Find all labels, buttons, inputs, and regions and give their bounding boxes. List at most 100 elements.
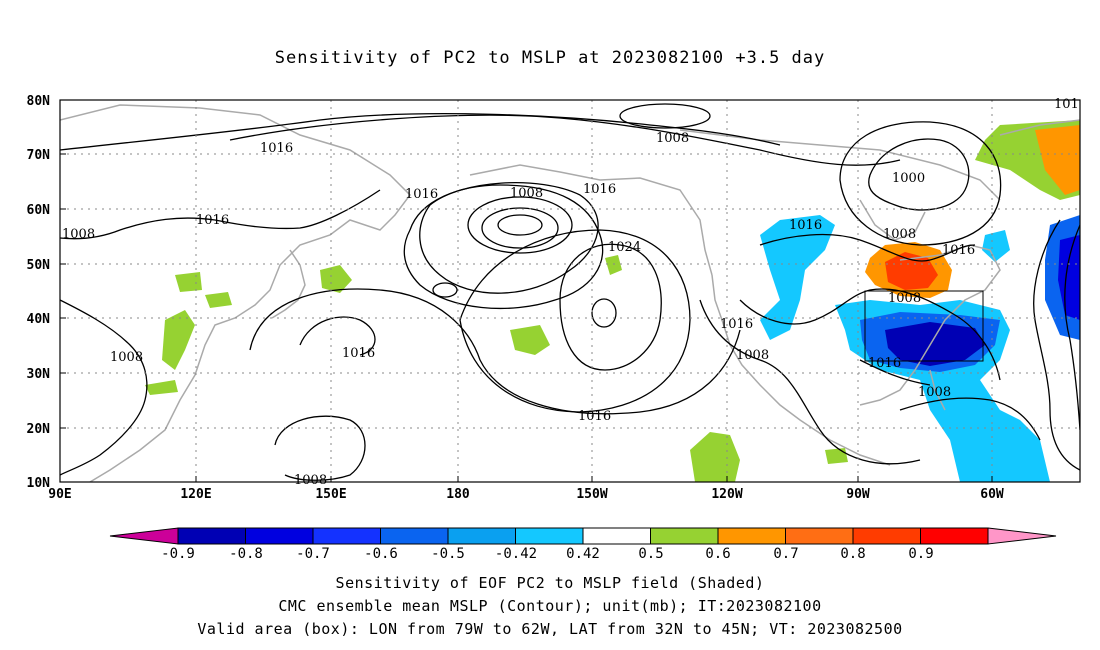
contour-label: 1008 bbox=[294, 473, 327, 488]
coastline-alaska bbox=[469, 164, 713, 276]
contour-label: 1008 bbox=[888, 291, 921, 306]
coastline-hudson-bay bbox=[859, 199, 926, 241]
colorbar-label: -0.7 bbox=[296, 546, 330, 562]
contour-line bbox=[299, 316, 376, 356]
mslp-contours bbox=[60, 103, 1080, 481]
contour-label: 1016 bbox=[789, 218, 822, 233]
coastline-greenland bbox=[999, 119, 1080, 136]
coastline-japan bbox=[271, 249, 306, 319]
colorbar-segment bbox=[920, 527, 989, 545]
contour-label: 1008 bbox=[110, 350, 143, 365]
colorbar-segment bbox=[582, 527, 651, 545]
contour-label: 1008 bbox=[62, 227, 95, 242]
colorbar-label: 0.5 bbox=[638, 546, 663, 562]
contour-label: 1008 bbox=[736, 348, 769, 363]
chart-title: Sensitivity of PC2 to MSLP at 2023082100… bbox=[274, 48, 826, 68]
colorbar-segment bbox=[380, 527, 449, 545]
colorbar-segment bbox=[650, 527, 719, 545]
lat-label: 60N bbox=[27, 203, 51, 218]
colorbar-min-triangle bbox=[109, 527, 179, 545]
colorbar-segment bbox=[785, 527, 854, 545]
colorbar-segment bbox=[177, 527, 246, 545]
colorbar-segment bbox=[245, 527, 314, 545]
contour-label: 1024 bbox=[608, 240, 641, 255]
shade-negative-area bbox=[760, 215, 835, 340]
colorbar-label: 0.9 bbox=[908, 546, 933, 562]
contour-line bbox=[859, 359, 931, 386]
lat-label: 50N bbox=[27, 258, 51, 273]
contour-label: 1008 bbox=[656, 131, 689, 146]
lat-label: 70N bbox=[27, 148, 51, 163]
lat-label: 10N bbox=[27, 476, 51, 491]
lon-label: 60W bbox=[980, 487, 1004, 502]
colorbar-label: 0.6 bbox=[705, 546, 730, 562]
contour-label: 1000 bbox=[892, 171, 925, 186]
contour-label: 1008 bbox=[918, 385, 951, 400]
contour-label: 1008 bbox=[510, 186, 543, 201]
colorbar-segment bbox=[515, 527, 584, 545]
caption-line-1: Sensitivity of EOF PC2 to MSLP field (Sh… bbox=[335, 574, 765, 592]
colorbar-label: 0.7 bbox=[773, 546, 798, 562]
contour-line bbox=[229, 114, 901, 166]
shade-negative-area bbox=[1058, 235, 1080, 320]
contour-line bbox=[249, 288, 741, 415]
contour-line bbox=[467, 196, 573, 254]
shade-positive-area bbox=[145, 380, 178, 395]
longitude-labels: 90E 120E 150E 180 150W 120W 90W 60W bbox=[48, 487, 1004, 502]
axis-ticks bbox=[60, 99, 993, 483]
contour-line bbox=[274, 415, 366, 481]
lat-label: 20N bbox=[27, 422, 51, 437]
lat-label: 30N bbox=[27, 367, 51, 382]
lon-label: 180 bbox=[446, 487, 470, 502]
graticule bbox=[60, 100, 1080, 482]
colorbar-segment bbox=[852, 527, 921, 545]
coastlines bbox=[60, 104, 1080, 482]
colorbar-label: -0.9 bbox=[161, 546, 195, 562]
shade-positive-area bbox=[175, 272, 202, 292]
contour-line bbox=[497, 214, 543, 236]
colorbar-label: -0.42 bbox=[495, 546, 537, 562]
contour-line bbox=[899, 397, 1041, 441]
shade-positive-area bbox=[690, 432, 740, 482]
shade-positive-area bbox=[510, 325, 550, 355]
contour-line bbox=[459, 229, 691, 413]
contour-label: 1016 bbox=[260, 141, 293, 156]
colorbar-segment bbox=[312, 527, 381, 545]
lon-label: 150W bbox=[576, 487, 607, 502]
contour-line bbox=[60, 299, 148, 476]
colorbar-label: 0.8 bbox=[840, 546, 865, 562]
contour-labels: 1016 1008 1016 1016 1008 1016 1024 1008 … bbox=[62, 97, 1079, 488]
lat-label: 40N bbox=[27, 312, 51, 327]
lat-label: 80N bbox=[27, 94, 51, 109]
map-frame bbox=[59, 99, 1081, 483]
shade-positive-area bbox=[162, 310, 195, 370]
lon-label: 150E bbox=[315, 487, 346, 502]
contour-line bbox=[759, 233, 976, 262]
lon-label: 90W bbox=[846, 487, 870, 502]
contour-label: 1016 bbox=[342, 346, 375, 361]
latitude-labels: 80N 70N 60N 50N 40N 30N 20N 10N bbox=[27, 94, 51, 491]
contour-line bbox=[868, 138, 970, 211]
lon-label: 120E bbox=[180, 487, 211, 502]
contour-line bbox=[839, 121, 1002, 246]
colorbar-segment bbox=[717, 527, 786, 545]
colorbar-max-triangle bbox=[987, 527, 1057, 545]
shade-negative-area bbox=[982, 230, 1010, 262]
coastline-florida bbox=[929, 369, 946, 411]
contour-line bbox=[481, 207, 559, 249]
colorbar-segment bbox=[447, 527, 516, 545]
contour-line bbox=[419, 182, 599, 294]
contour-label: 1016 bbox=[868, 356, 901, 371]
contour-label: 1016 bbox=[405, 187, 438, 202]
contour-line bbox=[1033, 219, 1080, 471]
caption-line-2: CMC ensemble mean MSLP (Contour); unit(m… bbox=[278, 597, 822, 615]
contour-label: 1016 bbox=[942, 243, 975, 258]
shade-positive-area bbox=[825, 448, 848, 464]
shade-positive-area bbox=[320, 265, 352, 293]
colorbar-label: -0.8 bbox=[229, 546, 263, 562]
shade-positive-area bbox=[605, 255, 622, 275]
colorbar-label: -0.5 bbox=[431, 546, 465, 562]
colorbar-label: 0.42 bbox=[566, 546, 600, 562]
caption-line-3: Valid area (box): LON from 79W to 62W, L… bbox=[197, 620, 903, 638]
